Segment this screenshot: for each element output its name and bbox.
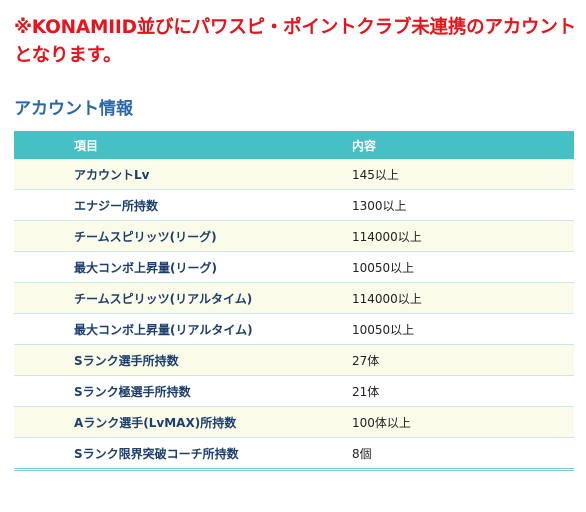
row-spacer	[14, 159, 74, 190]
header-content: 内容	[352, 131, 574, 159]
account-info-title: アカウント情報	[14, 99, 133, 119]
row-content: 21体	[352, 375, 574, 407]
table-row: チームスピリッツ(リアルタイム) 114000以上	[14, 282, 574, 314]
row-spacer	[14, 344, 74, 376]
row-spacer	[14, 375, 74, 407]
notice-line-2: となります。	[14, 45, 122, 66]
row-item: チームスピリッツ(リアルタイム)	[74, 282, 352, 314]
row-item: チームスピリッツ(リーグ)	[74, 220, 352, 252]
row-content: 114000以上	[352, 282, 574, 314]
row-item: 最大コンボ上昇量(リアルタイム)	[74, 313, 352, 345]
table-row: Sランク極選手所持数 21体	[14, 375, 574, 407]
row-spacer	[14, 189, 74, 221]
row-spacer	[14, 251, 74, 283]
row-content: 10050以上	[352, 313, 574, 345]
row-content: 1300以上	[352, 189, 574, 221]
table-row: Sランク選手所持数 27体	[14, 344, 574, 376]
row-content: 27体	[352, 344, 574, 376]
row-item: アカウントLv	[74, 159, 352, 190]
row-spacer	[14, 437, 74, 471]
row-spacer	[14, 220, 74, 252]
row-item: 最大コンボ上昇量(リーグ)	[74, 251, 352, 283]
header-spacer	[14, 131, 74, 159]
table-row: Aランク選手(LvMAX)所持数 100体以上	[14, 406, 574, 438]
header-item: 項目	[74, 131, 352, 159]
row-item: Sランク選手所持数	[74, 344, 352, 376]
row-item: Sランク限界突破コーチ所持数	[74, 437, 352, 471]
row-spacer	[14, 406, 74, 438]
table-row: アカウントLv 145以上	[14, 159, 574, 190]
row-content: 10050以上	[352, 251, 574, 283]
row-content: 8個	[352, 437, 574, 471]
row-spacer	[14, 313, 74, 345]
table-row: エナジー所持数 1300以上	[14, 189, 574, 221]
row-content: 100体以上	[352, 406, 574, 438]
table-row: チームスピリッツ(リーグ) 114000以上	[14, 220, 574, 252]
row-item: Aランク選手(LvMAX)所持数	[74, 406, 352, 438]
row-content: 114000以上	[352, 220, 574, 252]
row-item: Sランク極選手所持数	[74, 375, 352, 407]
row-spacer	[14, 282, 74, 314]
table-row: 最大コンボ上昇量(リーグ) 10050以上	[14, 251, 574, 283]
table-header-row: 項目 内容	[14, 131, 574, 159]
account-info-table: 項目 内容 アカウントLv 145以上 エナジー所持数 1300以上 チームスピ…	[14, 131, 574, 471]
table-row: 最大コンボ上昇量(リアルタイム) 10050以上	[14, 313, 574, 345]
unlinked-account-notice: ※KONAMIID並びにパワスピ・ポイントクラブ未連携のアカウント となります。	[14, 14, 580, 70]
row-item: エナジー所持数	[74, 189, 352, 221]
notice-line-1: ※KONAMIID並びにパワスピ・ポイントクラブ未連携のアカウント	[14, 17, 576, 38]
table-row: Sランク限界突破コーチ所持数 8個	[14, 437, 574, 471]
row-content: 145以上	[352, 159, 574, 190]
